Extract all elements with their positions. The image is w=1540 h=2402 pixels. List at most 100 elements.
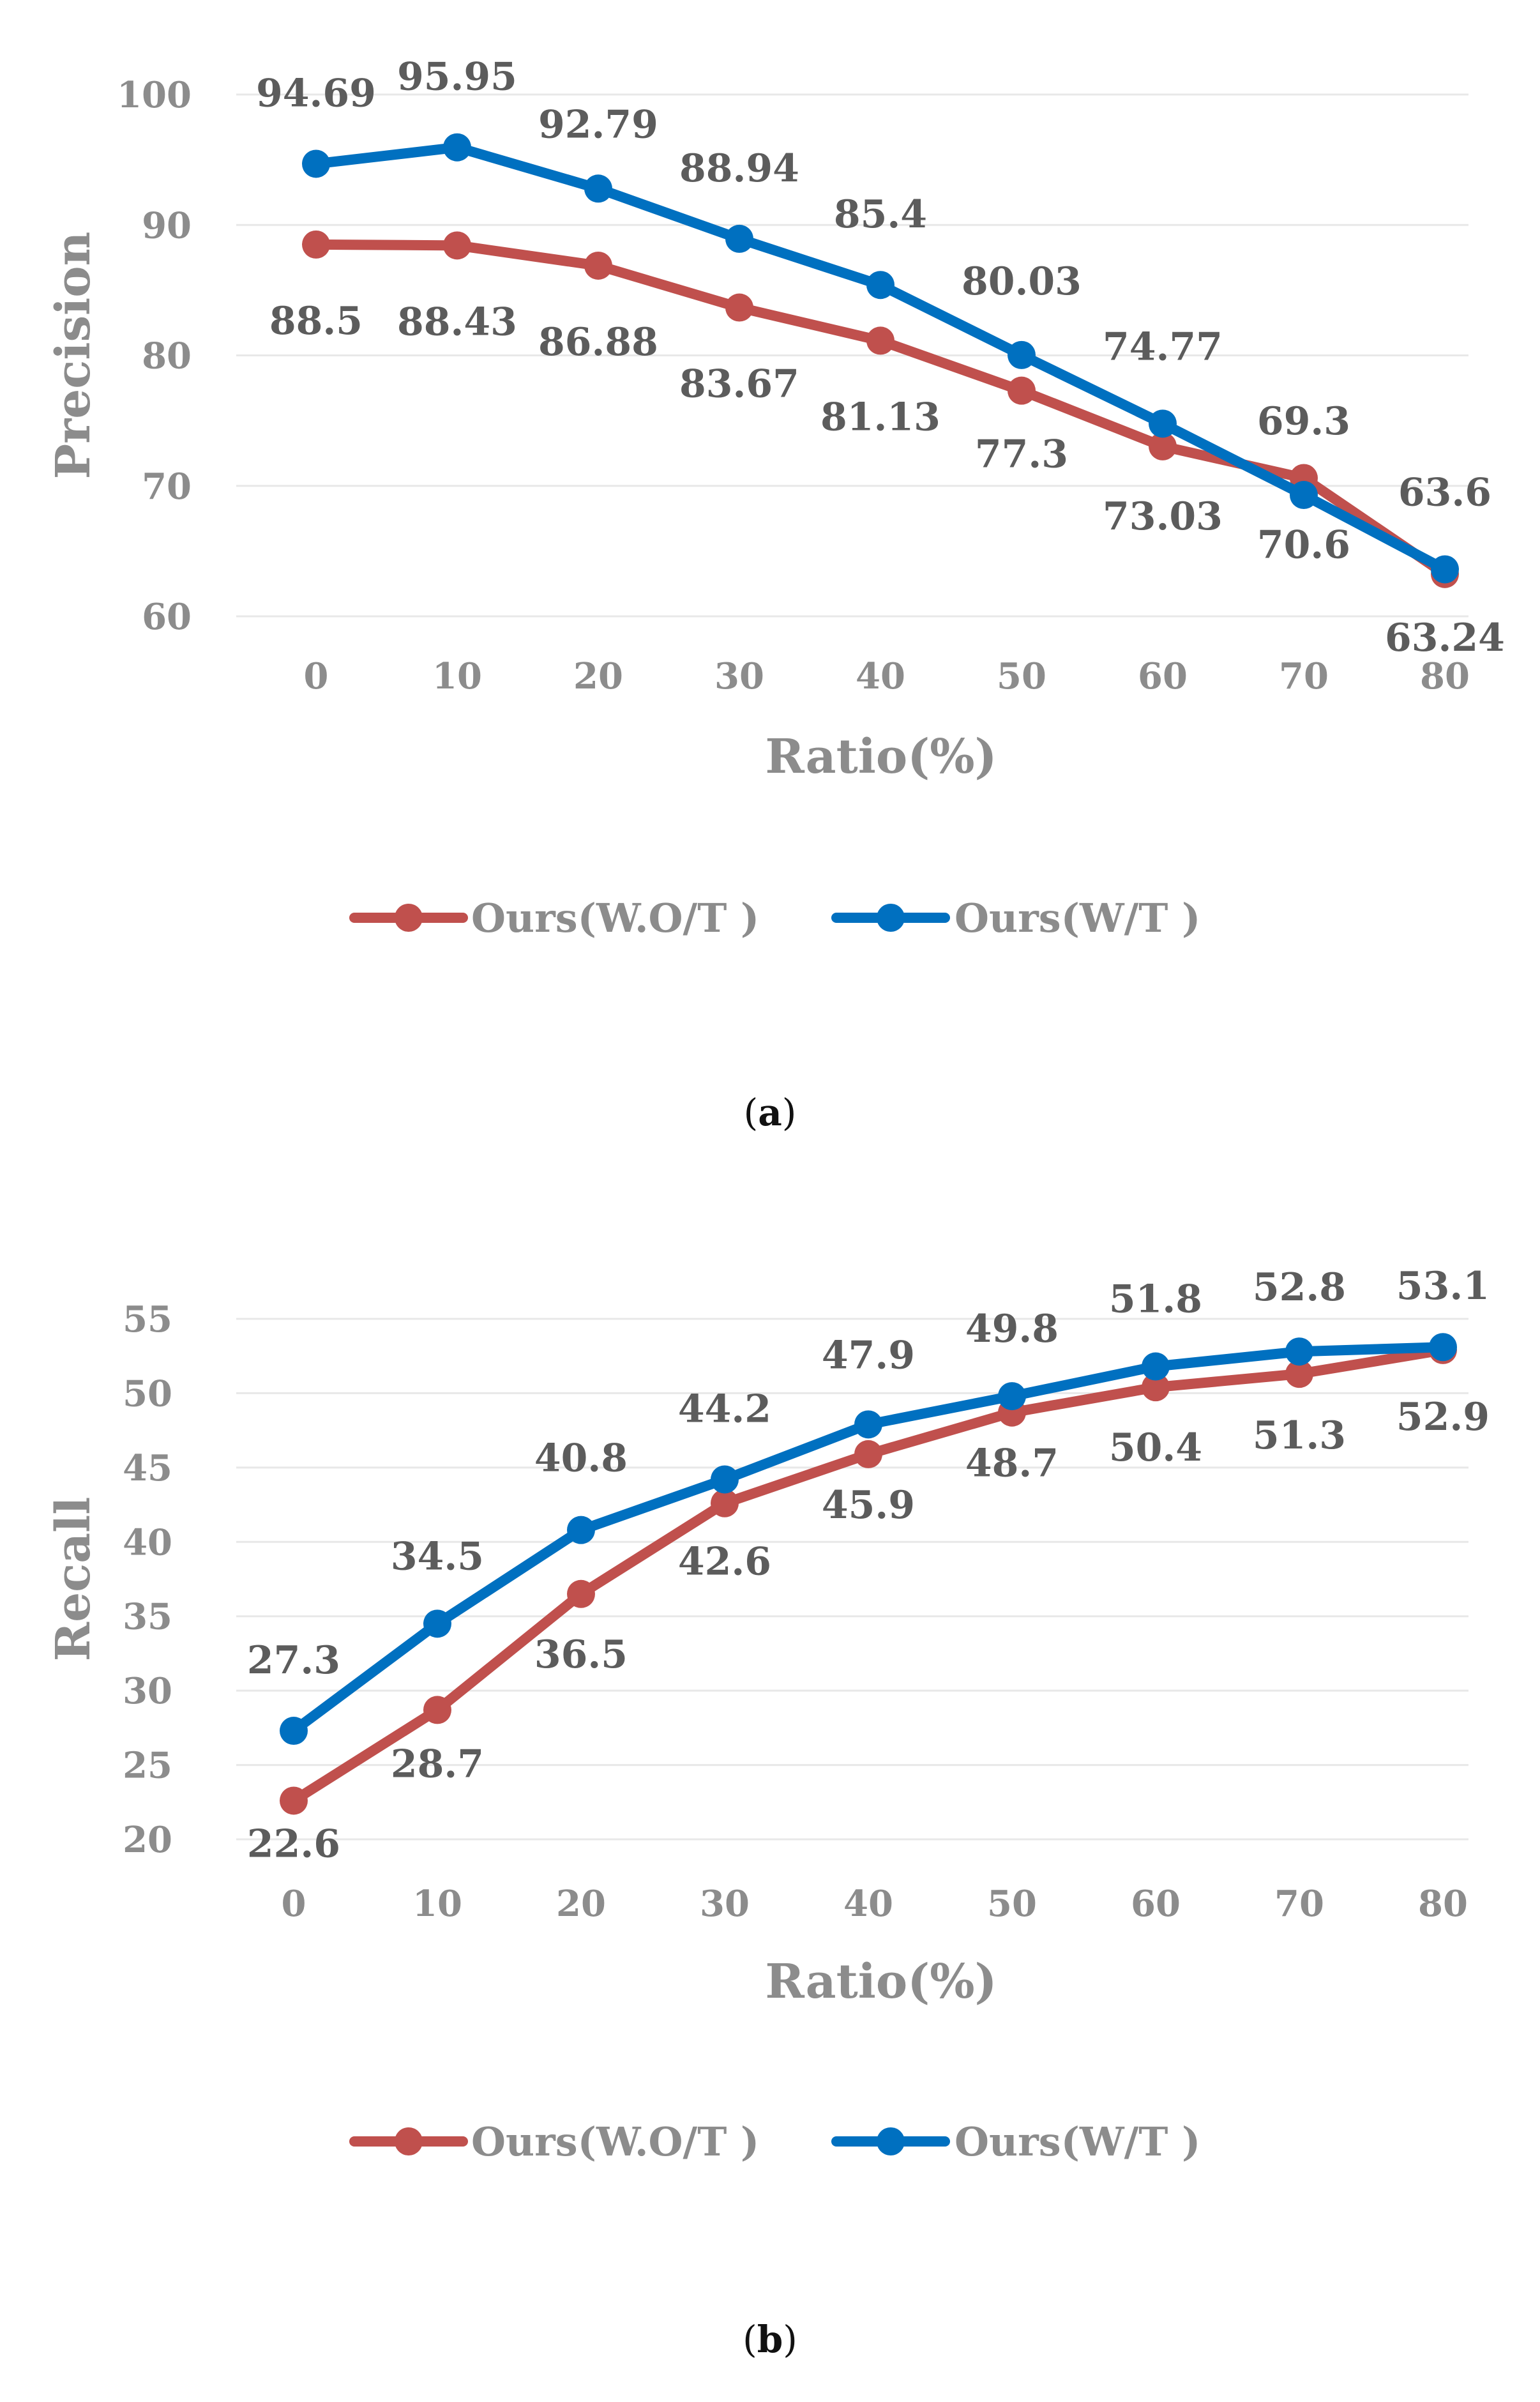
data-label: 77.3 (975, 432, 1068, 477)
legend-entry-label: Ours(W.O/T ) (471, 895, 759, 941)
y-tick-label: 20 (123, 1819, 172, 1861)
series-1-point (1431, 555, 1459, 584)
y-tick-label: 45 (123, 1447, 172, 1489)
x-tick-label: 70 (1274, 1883, 1324, 1925)
x-tick-label: 40 (843, 1883, 893, 1925)
x-tick-label: 30 (700, 1883, 750, 1925)
x-tick-label: 60 (1138, 655, 1188, 697)
series-1-point (423, 1609, 451, 1638)
x-tick-label: 50 (987, 1883, 1037, 1925)
series-1-point (725, 224, 753, 253)
legend-entry-label: Ours(W/T ) (955, 2118, 1200, 2165)
series-1-point (567, 1516, 595, 1544)
data-label: 80.03 (962, 259, 1082, 304)
series-1-point (280, 1717, 308, 1745)
series-1-point (443, 133, 471, 162)
y-tick-label: 60 (142, 596, 192, 638)
x-tick-label: 70 (1279, 655, 1329, 697)
legend: Ours(W.O/T ) Ours(W/T ) (349, 895, 1200, 941)
data-label: 74.77 (1103, 324, 1223, 369)
series-0-point (1285, 1360, 1313, 1388)
caption-paren-close: ) (783, 2318, 797, 2361)
x-tick-label: 0 (282, 1883, 306, 1925)
data-label: 95.95 (397, 55, 517, 100)
y-tick-label: 30 (123, 1670, 172, 1712)
data-label: 63.6 (1398, 470, 1491, 515)
data-label: 50.4 (1109, 1425, 1202, 1470)
y-axis-title: Precision (46, 232, 101, 480)
data-label: 94.69 (256, 71, 376, 116)
y-tick-label: 70 (142, 466, 192, 508)
data-label: 73.03 (1103, 494, 1223, 539)
data-label: 52.9 (1396, 1395, 1490, 1440)
series-1-point (1142, 1352, 1170, 1381)
data-label: 53.1 (1396, 1264, 1490, 1309)
x-tick-label: 80 (1418, 1883, 1468, 1925)
y-tick-label: 90 (142, 204, 192, 247)
legend-swatch-marker (395, 904, 423, 932)
data-label: 28.7 (391, 1742, 484, 1786)
x-tick-label: 0 (304, 655, 329, 697)
x-axis-title: Ratio(%) (765, 1954, 997, 2009)
x-tick-label: 80 (1420, 655, 1470, 697)
data-label: 92.79 (538, 102, 658, 147)
caption-letter: b (757, 2318, 783, 2361)
data-label: 85.4 (834, 192, 927, 237)
series-0-point (423, 1696, 451, 1724)
series-0-point (280, 1786, 308, 1815)
data-label: 86.88 (538, 320, 658, 365)
figure-caption: (b) (743, 2318, 797, 2361)
x-axis-title: Ratio(%) (765, 729, 997, 784)
x-tick-label: 20 (573, 655, 623, 697)
data-label: 34.5 (391, 1534, 484, 1579)
y-tick-label: 35 (123, 1596, 172, 1638)
legend-entry-label: Ours(W.O/T ) (471, 2118, 759, 2165)
series-0-point (1142, 1373, 1170, 1402)
legend-swatch-marker (877, 2127, 905, 2155)
series-1-point (1149, 409, 1177, 438)
series-1-point (854, 1410, 882, 1439)
series-1-point (998, 1382, 1026, 1411)
chart-b: 20 25 30 35 40 45 50 55 0 10 20 30 40 50 60 70 80 Ratio(%… (46, 1264, 1490, 2361)
legend: Ours(W.O/T ) Ours(W/T ) (349, 2118, 1200, 2165)
data-label: 42.6 (678, 1540, 771, 1585)
series-1-point (866, 271, 895, 300)
series-0-point (866, 326, 895, 355)
data-label: 69.3 (1257, 399, 1350, 444)
x-tick-label: 40 (856, 655, 905, 697)
data-label: 45.9 (822, 1483, 915, 1528)
data-label: 70.6 (1257, 522, 1350, 567)
series-0-point (725, 293, 753, 322)
data-label: 83.67 (679, 362, 799, 407)
series-1-point (711, 1465, 739, 1494)
series-0-point (443, 231, 471, 260)
data-label: 36.5 (534, 1632, 628, 1677)
caption-paren-open: ( (743, 2318, 757, 2361)
series-0-point (584, 251, 612, 280)
series-0-point (567, 1579, 595, 1608)
data-label: 27.3 (247, 1638, 340, 1683)
data-label: 47.9 (822, 1333, 915, 1378)
y-tick-label: 55 (123, 1298, 172, 1341)
y-tick-label: 100 (117, 74, 192, 116)
x-tick-label: 60 (1131, 1883, 1181, 1925)
data-label: 22.6 (247, 1821, 340, 1866)
y-tick-label: 25 (123, 1745, 172, 1787)
caption-paren-close: ) (782, 1091, 797, 1134)
chart-a: 60 70 80 90 100 0 10 20 30 40 50 60 70 80 Ratio(%) Prec… (46, 55, 1505, 1134)
series-1-point (584, 174, 612, 203)
series-1-point (1290, 481, 1318, 510)
series-0-point (711, 1489, 739, 1517)
data-label: 88.5 (269, 299, 363, 344)
data-label: 48.7 (965, 1441, 1059, 1486)
data-label: 63.24 (1385, 616, 1505, 660)
x-tick-label: 30 (714, 655, 764, 697)
series-0-point (1149, 432, 1177, 460)
y-tick-label: 40 (123, 1521, 172, 1563)
series-0-point (854, 1440, 882, 1468)
figure-caption: (a) (744, 1091, 797, 1134)
x-tick-label: 10 (432, 655, 482, 697)
legend-swatch-marker (395, 2127, 423, 2155)
x-tick-label: 20 (556, 1883, 606, 1925)
